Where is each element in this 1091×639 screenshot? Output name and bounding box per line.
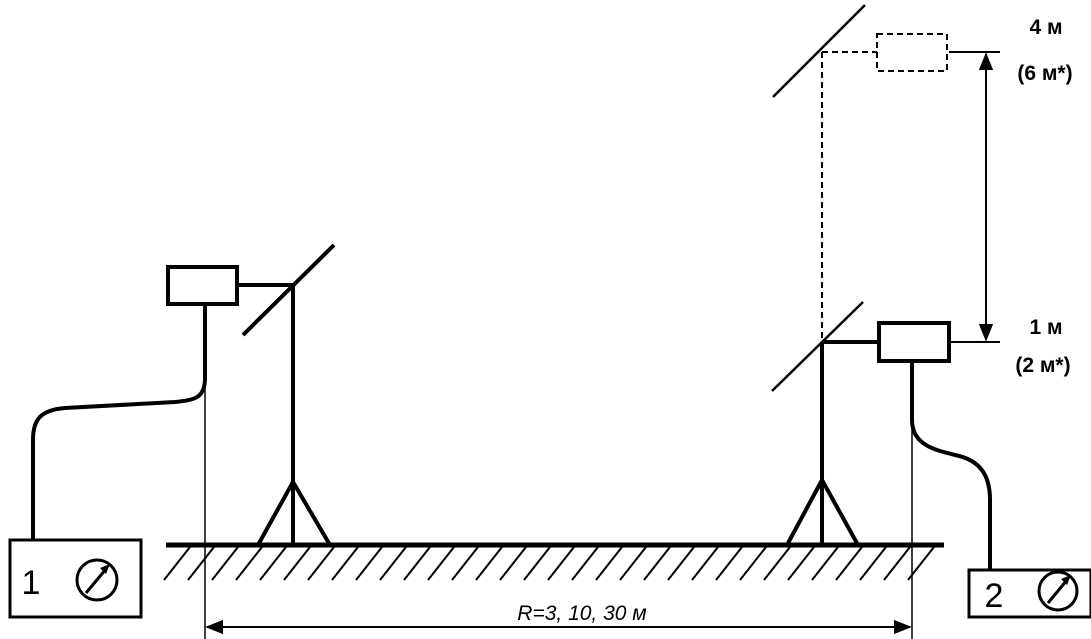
ground-hatch-line [523,546,551,581]
ground-hatch-line [427,546,455,581]
right-tripod-leg [820,479,860,546]
ground-hatch-line [163,546,191,581]
right-cable [910,361,992,570]
ground-hatch-line [379,546,407,581]
ground-hatch-line [235,546,263,581]
left-antenna-assembly [31,243,336,547]
ground-hatch-line [451,546,479,581]
left-receiver-box [166,265,239,306]
ground-hatch-line [307,546,335,581]
left-antenna-element [241,243,336,337]
ground-hatch-line [475,546,503,581]
ground-hatch-line [259,546,287,581]
ground-hatch-line [691,546,719,581]
ground-hatch-line [499,546,527,581]
ground [163,542,944,581]
ground-hatch-line [787,546,815,581]
height-max-alt-label: (6 м*) [1017,62,1072,85]
upper-antenna-element [772,4,866,98]
distance-label: R=3, 10, 30 м [517,602,646,625]
upper-receiver-box-dashed [876,33,948,72]
left-tripod-leg [291,480,332,547]
height-dimension: 4 м (6 м*) 1 м (2 м*) [949,16,1073,377]
right-instrument-number: 2 [985,577,1004,615]
right-instrument: 2 [967,568,1091,619]
ground-hatch-line [547,546,575,581]
ground-hatch-line [763,546,791,581]
ground-hatch-line [739,546,767,581]
ground-hatch-line [595,546,623,581]
ground-hatch-line [619,546,647,581]
left-instrument-box [8,538,143,619]
left-cable [31,304,207,540]
left-instrument: 1 [8,538,143,619]
ground-hatch-line [331,546,359,581]
right-antenna-element [771,301,864,392]
height-min-alt-label: (2 м*) [1015,354,1070,377]
ground-hatch-line [859,546,887,581]
right-tripod-leg [785,479,824,546]
ground-hatch-line [811,546,839,581]
ground-hatch-line [835,546,863,581]
ground-hatch-line [283,546,311,581]
ground-hatch-line [883,546,911,581]
ground-hatch-line [187,546,215,581]
left-instrument-number: 1 [22,564,41,602]
ground-hatch-line [715,546,743,581]
left-tripod-leg [256,481,295,546]
distance-dimension: R=3, 10, 30 м [204,370,913,639]
ground-hatch-line [571,546,599,581]
ground-hatch-line [355,546,383,581]
ground-hatch-line [643,546,671,581]
height-min-label: 1 м [1029,316,1062,339]
meter-gauge-icon [75,558,119,602]
height-max-label: 4 м [1029,16,1062,39]
ground-hatch-line [403,546,431,581]
ground-hatch-line [211,546,239,581]
right-antenna-upper-position [772,4,948,342]
right-receiver-box [877,321,951,363]
ground-hatch-line [667,546,695,581]
meter-gauge-icon [1037,570,1079,612]
